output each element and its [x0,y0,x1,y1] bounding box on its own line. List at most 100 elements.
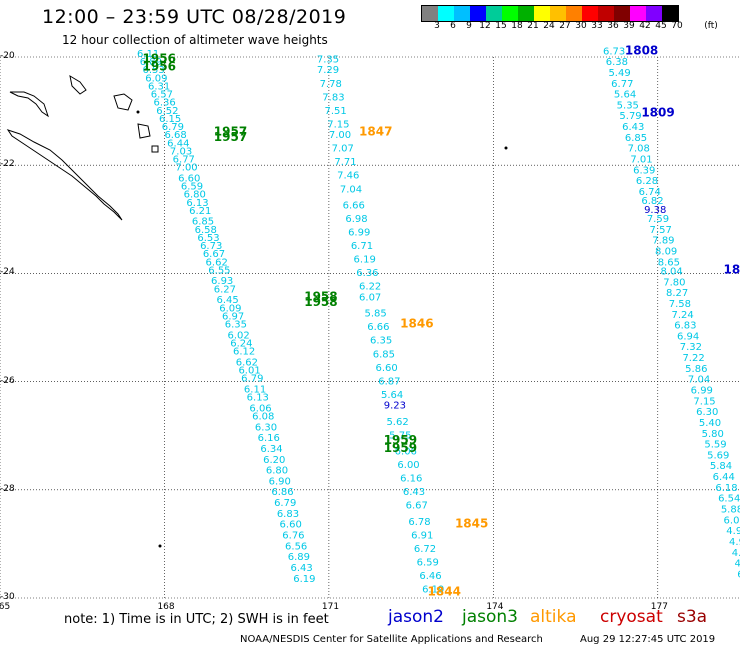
swh-value-altika: 7.51 [325,106,347,117]
scale-swatch [614,6,630,21]
swh-value-jason3: 6.24 [230,338,252,349]
swh-value-jason2: 6.85 [625,133,647,144]
swh-value-jason3: 6.53 [143,65,165,76]
swh-value-jason3: 6.80 [184,190,206,201]
swh-value-jason2: 6.28 [636,176,658,187]
map-subtitle: 12 hour collection of altimeter wave hei… [62,33,328,47]
swh-value-jason2: 6.39 [633,165,655,176]
swh-value-altika: 5.75 [389,430,411,441]
footer-note: note: 1) Time is in UTC; 2) SWH is in fe… [64,612,329,627]
coastline [6,74,508,548]
swh-value-jason2: 6.38 [606,57,628,68]
scale-label: 18 [511,21,523,31]
scale-swatch [646,6,662,21]
swh-value-jason2: 6.74 [639,187,661,198]
legend-jason3: jason3 [462,607,518,627]
swh-value-jason2: 7.89 [652,236,674,247]
scale-swatch [630,6,646,21]
swh-value-altika: 7.83 [322,92,344,103]
lat-label: -22 [0,159,15,170]
lat-label: -24 [0,267,15,278]
swh-value-jason3: 6.11 [244,384,266,395]
swh-value-jason3: 6.34 [260,444,282,455]
swh-value-jason3: 6.90 [269,476,291,487]
swh-value-altika: 6.87 [378,376,400,387]
color-scale-bar [421,5,679,22]
swh-value-jason3: 6.45 [217,295,239,306]
swh-value-jason2: 7.01 [630,154,652,165]
swh-value-jason2: 6.77 [611,79,633,90]
swh-value-jason3: 6.06 [249,403,271,414]
scale-swatch [454,6,470,21]
swh-value-jason3: 6.80 [266,466,288,477]
swh-value-jason3: 6.36 [153,98,175,109]
time-label-altika: 1845 [455,517,488,531]
time-label-jason3: 1957 [214,130,247,144]
swh-value-altika: 5.62 [386,417,408,428]
swh-value-jason2: 6.54 [718,494,740,505]
swh-value-jason3: 6.20 [263,455,285,466]
swh-value-jason3: 6.31 [148,81,170,92]
swh-value-jason3: 6.89 [140,57,162,68]
time-label-jason3: 1958 [304,295,337,309]
swh-value-jason2: 6.82 [641,196,663,207]
swh-value-jason2: 8.04 [661,266,683,277]
swh-value-jason2: 6.00 [737,569,740,580]
swh-value-jason2: 4.75 [735,559,740,570]
swh-value-altika: 6.00 [397,460,419,471]
swh-value-jason3: 6.57 [151,90,173,101]
swh-value-jason3: 6.60 [280,520,302,531]
swh-value-altika: 7.78 [320,79,342,90]
swh-value-jason3: 6.09 [219,303,241,314]
island-dot [136,110,140,114]
coastline-shape [151,145,159,153]
scale-swatch [502,6,518,21]
scale-label: 45 [655,21,667,31]
coastline-shape [113,93,133,111]
swh-value-jason2: 7.80 [663,277,685,288]
swh-value-jason3: 6.27 [214,284,236,295]
time-label-jason3: 1956 [143,60,176,74]
swh-value-jason2: 6.99 [691,386,713,397]
swh-value-jason2: 4.95 [726,526,740,537]
scale-swatch [662,6,678,21]
swh-value-jason2: 7.22 [682,353,704,364]
legend-jason2: jason2 [388,607,444,627]
time-label-jason3: 1956 [143,51,176,65]
lon-label: 171 [321,602,340,612]
swh-track-values: 6.116.896.536.096.316.576.366.526.156.79… [137,46,740,595]
scale-label: 42 [639,21,651,31]
legend-s3a: s3a [677,607,708,627]
swh-value-jason3: 6.85 [192,217,214,228]
swh-value-altika: 6.60 [375,363,397,374]
scale-swatch [566,6,582,21]
swh-value-altika: 6.78 [408,517,430,528]
time-label-jason3: 1958 [304,289,337,303]
swh-value-altika: 6.98 [345,214,367,225]
swh-value-jason3: 6.09 [145,73,167,84]
coastline-shape [137,123,151,139]
swh-value-altika: 6.85 [373,349,395,360]
time-label-jason2: 1809 [641,106,674,120]
scale-swatch [518,6,534,21]
swh-value-altika: 6.06 [395,447,417,458]
swh-value-altika: 6.71 [351,241,373,252]
scale-swatch [598,6,614,21]
swh-value-altika: 6.99 [348,228,370,239]
scale-label: 12 [479,21,491,31]
swh-value-altika: 6.46 [419,571,441,582]
time-label-jason2: 1810 [724,262,740,276]
swh-value-jason3: 6.89 [288,552,310,563]
swh-value-jason2: 5.69 [707,450,729,461]
scale-label: 3 [434,21,440,31]
swh-value-jason2: 8.09 [655,246,677,257]
swh-value-jason3: 6.08 [252,411,274,422]
time-label-altika: 1847 [359,124,392,138]
swh-value-jason2: 6.83 [674,321,696,332]
grid-lines [0,56,740,599]
swh-value-jason2: 7.04 [688,375,710,386]
swh-value-jason3: 6.60 [178,173,200,184]
time-label-jason2: 1808 [625,43,658,57]
swh-value-jason2: 5.79 [619,111,641,122]
swh-value-altika: 6.19 [422,585,444,596]
